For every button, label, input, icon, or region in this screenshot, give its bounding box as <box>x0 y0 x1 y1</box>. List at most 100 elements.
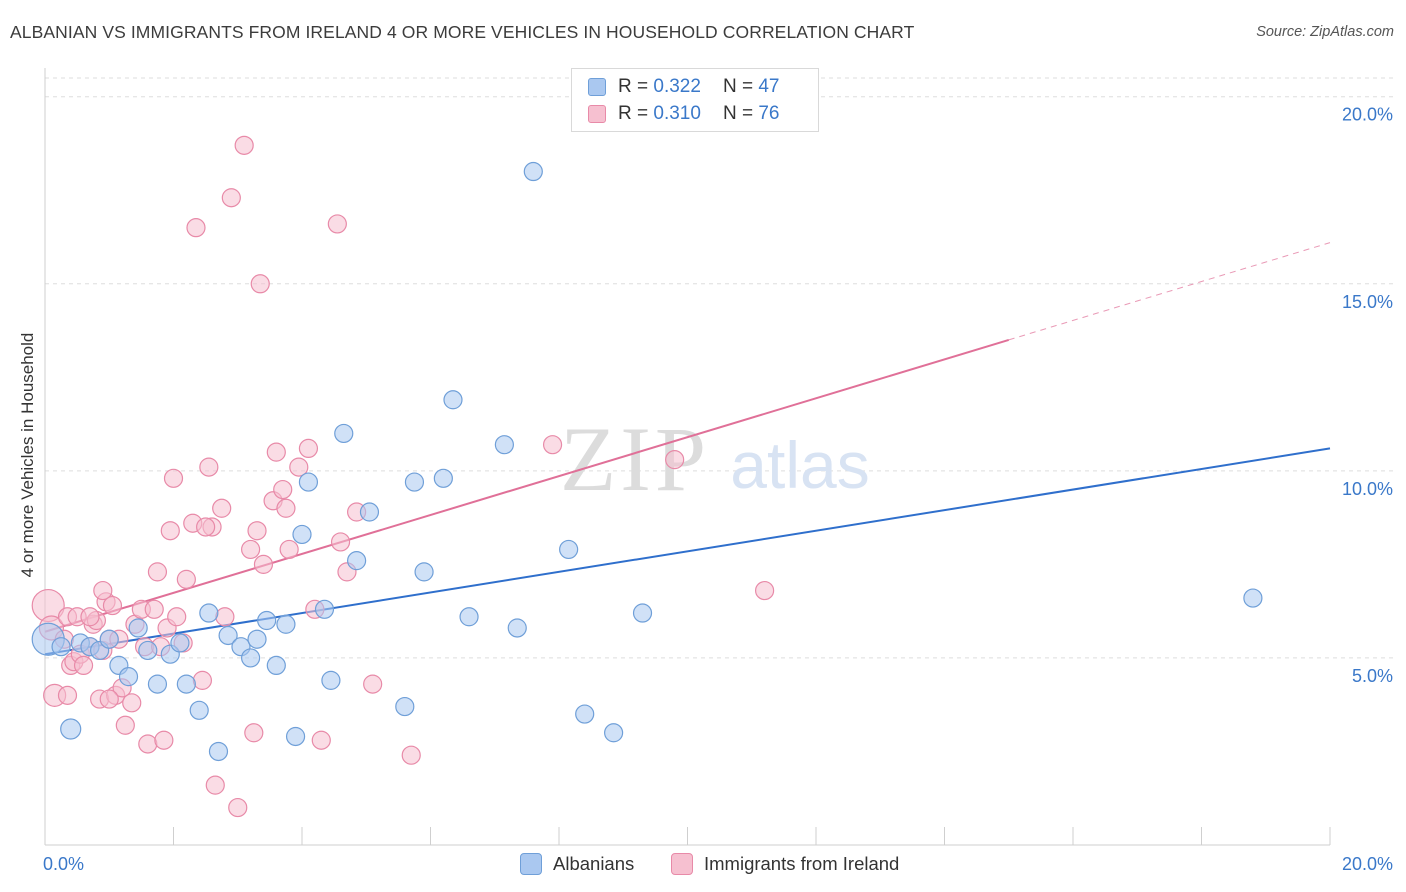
source-label: Source: ZipAtlas.com <box>1256 24 1394 40</box>
albanian-point <box>99 629 119 649</box>
ireland-point <box>665 450 685 470</box>
legend-row-albanians: R = 0.322 N = 47 <box>588 75 779 99</box>
albanian-point <box>314 599 335 619</box>
ireland-point <box>122 693 142 713</box>
y-tick-label: 20.0% <box>1342 105 1393 125</box>
bottom-legend-label-ireland: Immigrants from Ireland <box>704 853 900 874</box>
axes <box>44 68 1331 846</box>
tick-labels: 5.0% 10.0% 15.0% 20.0% 0.0% 20.0% <box>43 105 1393 874</box>
albanian-point <box>395 696 415 717</box>
albanian-point <box>247 629 267 649</box>
albanian-point <box>507 618 527 638</box>
albanian-point <box>321 670 341 690</box>
ireland-point <box>212 498 232 518</box>
albanian-point <box>218 625 238 646</box>
albanian-point <box>494 435 514 455</box>
bottom-legend-label-albanians: Albanians <box>553 853 635 874</box>
ireland-point <box>163 468 184 488</box>
ireland-point <box>241 539 261 560</box>
bottom-legend-swatch-pink <box>671 853 693 875</box>
albanian-point <box>334 423 354 444</box>
ireland-point <box>401 745 421 765</box>
ireland-point <box>276 498 296 518</box>
legend-r-value: 0.322 <box>653 76 701 97</box>
legend-r-label: R = <box>618 103 649 124</box>
albanian-point <box>241 648 261 668</box>
ireland-point <box>234 135 254 155</box>
ireland-point <box>144 599 164 619</box>
albanian-point <box>176 674 196 694</box>
chart-title: ALBANIAN VS IMMIGRANTS FROM IRELAND 4 OR… <box>10 22 915 42</box>
ireland-trend-extension <box>1008 242 1331 341</box>
ireland-point <box>221 188 241 208</box>
ireland-point <box>176 569 196 589</box>
ireland-point <box>298 438 319 459</box>
legend-row-ireland: R = 0.310 N = 76 <box>588 102 779 126</box>
albanian-point <box>257 610 277 631</box>
albanian-point <box>575 704 595 724</box>
ireland-point <box>253 554 274 574</box>
legend-r-value: 0.310 <box>653 103 701 124</box>
ireland-point <box>57 685 78 705</box>
ireland-point <box>99 689 119 709</box>
albanian-point <box>170 633 190 653</box>
ireland-point <box>266 442 286 462</box>
albanian-point <box>292 524 312 545</box>
albanian-point <box>604 723 624 743</box>
albanian-point <box>138 640 158 661</box>
albanian-point <box>266 655 286 676</box>
ireland-point <box>147 562 168 582</box>
legend-n-label: N = <box>722 103 754 124</box>
watermark: ZIP atlas <box>560 408 870 510</box>
albanian-point <box>1243 588 1263 608</box>
albanian-point <box>404 472 425 492</box>
ireland-point <box>186 218 206 238</box>
ireland-point <box>289 457 309 477</box>
y-tick-label: 5.0% <box>1352 666 1393 686</box>
albanian-point <box>433 468 453 488</box>
albanian-points <box>31 161 1263 762</box>
ireland-point <box>199 457 219 477</box>
watermark-atlas: atlas <box>730 428 869 502</box>
albanian-point <box>199 603 219 623</box>
albanian-point <box>359 502 380 522</box>
ireland-trend-line <box>44 338 1010 633</box>
ireland-point <box>102 595 123 616</box>
ireland-point <box>154 730 174 750</box>
legend-n-label: N = <box>722 76 754 97</box>
x-tick-label: 20.0% <box>1342 854 1393 874</box>
albanian-point <box>60 718 82 740</box>
albanian-point <box>128 618 148 638</box>
ireland-point <box>228 797 248 818</box>
legend-swatch-blue <box>588 78 606 96</box>
legend-n-value: 47 <box>758 76 780 97</box>
watermark-zip: ZIP <box>560 408 710 510</box>
bottom-legend-albanians: Albanians <box>520 852 634 876</box>
ireland-point <box>273 479 293 500</box>
bottom-legend-swatch-blue <box>520 853 542 875</box>
legend-r-label: R = <box>618 76 649 97</box>
x-tick-label: 0.0% <box>43 854 84 874</box>
albanian-point <box>459 607 479 627</box>
albanian-point <box>298 472 319 492</box>
ireland-point <box>215 607 235 627</box>
albanian-point <box>523 161 543 182</box>
ireland-point <box>138 734 158 754</box>
ireland-point <box>196 517 216 537</box>
ireland-point <box>327 214 347 234</box>
ireland-point <box>754 580 775 601</box>
ireland-point <box>363 674 383 694</box>
legend-n-value: 76 <box>758 103 780 124</box>
albanian-point <box>285 726 306 747</box>
albanian-point <box>347 551 367 571</box>
ireland-point <box>244 723 264 743</box>
albanian-point <box>118 667 139 687</box>
ireland-point <box>279 539 299 560</box>
ireland-point <box>93 580 113 601</box>
ireland-point <box>250 274 270 294</box>
ireland-point <box>80 607 100 627</box>
ireland-point <box>247 521 267 541</box>
albanian-point <box>208 741 229 762</box>
albanian-point <box>443 390 463 410</box>
